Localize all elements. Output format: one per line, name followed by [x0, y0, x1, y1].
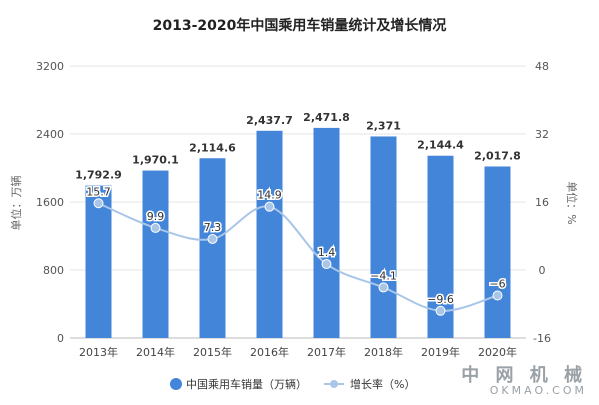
- growth-rate-point: [492, 290, 503, 301]
- x-tick-label: 2014年: [136, 345, 175, 359]
- growth-rate-label: 1.4: [318, 246, 336, 259]
- x-tick-label: 2013年: [79, 345, 118, 359]
- x-tick-label: 2016年: [250, 345, 289, 359]
- legend-bar-label: 中国乘用车销量（万辆）: [186, 377, 307, 391]
- bar: [256, 130, 283, 338]
- growth-rate-series: 15.7 9.9 7.3 14.9 1.4 −4.1 −9.6 −6: [85, 184, 507, 316]
- bar-value-label: 2,371: [366, 119, 401, 132]
- bar-value-label: 2,471.8: [303, 111, 350, 124]
- bar-value-label: 1,792.9: [75, 169, 122, 182]
- bar: [142, 170, 169, 338]
- watermark-line1: 中 网 机 械: [461, 364, 587, 386]
- x-tick-label: 2019年: [421, 345, 460, 359]
- axes: 0 800 1600 2400 3200 -16 0 16 32 48 2013年 2014年 2015…: [36, 60, 551, 359]
- y-left-axis-label: 单位：万辆: [9, 176, 23, 231]
- y-right-tick-label: 32: [535, 128, 549, 141]
- y-right-tick-label: 48: [535, 60, 549, 73]
- bar-value-labels: 1,792.9 1,970.1 2,114.6 2,437.7 2,471.8 2,371…: [75, 111, 521, 182]
- growth-rate-label: −4.1: [370, 269, 397, 282]
- bar: [199, 158, 226, 338]
- bar-value-label: 2,114.6: [189, 141, 236, 154]
- bar-series: [85, 127, 511, 338]
- watermark: 中 网 机 械 OKMAO.COM: [461, 364, 587, 398]
- bar-value-label: 2,144.4: [417, 139, 464, 152]
- bar-value-label: 2,437.7: [246, 114, 293, 127]
- y-left-tick-label: 800: [43, 264, 64, 277]
- bar: [85, 185, 112, 338]
- growth-rate-point: [150, 222, 161, 233]
- growth-rate-point: [264, 201, 275, 212]
- growth-rate-point: [207, 233, 218, 244]
- legend-line-dot: [330, 380, 338, 388]
- y-right-tick-label: 16: [535, 196, 549, 209]
- bar-value-label: 2,017.8: [474, 149, 521, 162]
- growth-rate-label: −9.6: [427, 293, 454, 306]
- y-left-tick-label: 3200: [36, 60, 64, 73]
- watermark-line2: OKMAO.COM: [489, 384, 587, 398]
- x-tick-label: 2018年: [364, 345, 403, 359]
- bar-value-label: 1,970.1: [132, 154, 179, 167]
- growth-rate-label: −6: [489, 278, 505, 291]
- bar: [313, 127, 340, 338]
- y-left-tick-label: 2400: [36, 128, 64, 141]
- legend-bar-marker: [170, 378, 182, 390]
- growth-rate-point: [93, 198, 104, 209]
- y-right-axis-label: 单位：%: [565, 181, 579, 224]
- growth-rate-label: 7.3: [204, 221, 222, 234]
- y-left-tick-label: 0: [57, 332, 64, 345]
- y-right-tick-label: -16: [533, 332, 551, 345]
- growth-rate-point: [378, 282, 389, 293]
- y-right-tick-label: 0: [539, 264, 546, 277]
- growth-rate-point: [321, 259, 332, 270]
- y-left-tick-label: 1600: [36, 196, 64, 209]
- growth-rate-line: [98, 202, 498, 312]
- x-tick-label: 2020年: [478, 345, 517, 359]
- legend: 中国乘用车销量（万辆） 增长率（%）: [170, 377, 415, 391]
- x-tick-label: 2015年: [193, 345, 232, 359]
- chart-title: 2013-2020年中国乘用车销量统计及增长情况: [153, 17, 447, 34]
- gridlines: [70, 65, 526, 339]
- x-tick-label: 2017年: [307, 345, 346, 359]
- growth-rate-label: 9.9: [147, 210, 165, 223]
- growth-rate-label: 14.9: [257, 189, 282, 202]
- bar: [370, 136, 397, 338]
- legend-line-label: 增长率（%）: [350, 377, 415, 391]
- growth-rate-point: [435, 305, 446, 316]
- growth-rate-label: 15.7: [86, 185, 111, 198]
- bar: [484, 166, 511, 338]
